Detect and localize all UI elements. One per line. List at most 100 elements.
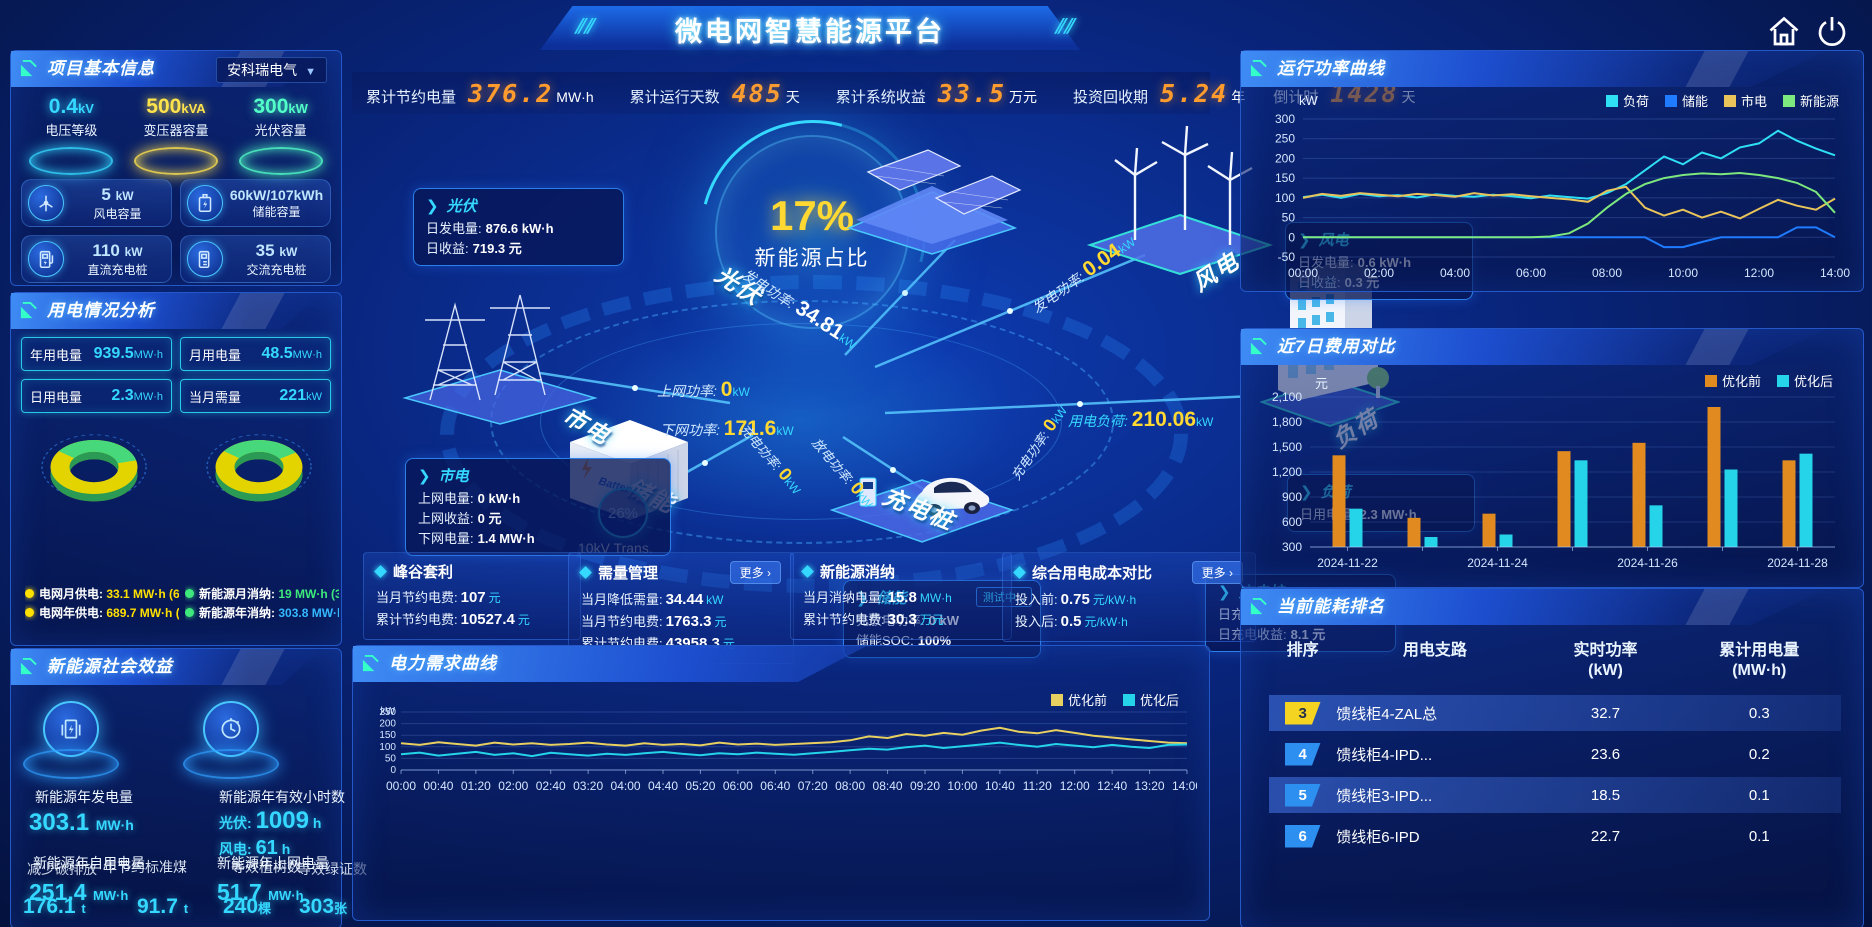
svg-text:150: 150 bbox=[1275, 171, 1295, 185]
pv-node-graphic bbox=[846, 149, 1022, 255]
capacity-card: 35 kW 交流充电桩 bbox=[180, 235, 331, 283]
legend-item: 负荷 bbox=[1605, 91, 1649, 110]
svg-text:07:20: 07:20 bbox=[798, 779, 828, 793]
certs-label: 等效绿证数 bbox=[297, 861, 367, 877]
capacity-card: 5 kW 风电容量 bbox=[21, 179, 172, 227]
certs-value: 303张 bbox=[299, 895, 348, 918]
table-row[interactable]: 5 馈线柜3-IPD... 18.5 0.1 bbox=[1269, 777, 1841, 813]
svg-text:50: 50 bbox=[1282, 211, 1296, 225]
more-button[interactable]: 更多 › bbox=[729, 561, 781, 584]
donut-legend: 电网月供电: 33.1 MW·h (64%) 新能源月消纳: 19 MW·h (3… bbox=[25, 585, 339, 621]
table-row[interactable]: 4 馈线柜4-IPD... 23.6 0.2 bbox=[1269, 736, 1841, 772]
svg-text:250: 250 bbox=[379, 707, 396, 718]
table-row[interactable]: 6 馈线柜6-IPD 22.7 0.1 bbox=[1269, 818, 1841, 854]
co2-value: 176.1 t bbox=[23, 895, 86, 918]
svg-text:05:20: 05:20 bbox=[685, 779, 715, 793]
title-deco-left: ⫽⫽ bbox=[575, 16, 593, 38]
generation-pedestal bbox=[11, 701, 131, 779]
svg-text:kW: kW bbox=[381, 706, 396, 717]
gen-value: 303.1 MW·h bbox=[29, 809, 134, 836]
svg-text:10:00: 10:00 bbox=[947, 779, 977, 793]
svg-text:10:40: 10:40 bbox=[985, 779, 1015, 793]
donut-legend-item: 电网年供电: 689.7 MW·h (69%) bbox=[25, 604, 179, 621]
panel-title: 运行功率曲线 bbox=[1277, 59, 1385, 78]
panel-corner-icon bbox=[20, 59, 37, 77]
legend-item: 优化前 bbox=[1050, 690, 1107, 709]
svg-text:150: 150 bbox=[379, 730, 396, 741]
capacity-spotlight: 0.4kV 电压等级 bbox=[21, 95, 121, 175]
svg-text:09:20: 09:20 bbox=[910, 779, 940, 793]
svg-text:12:00: 12:00 bbox=[1060, 779, 1090, 793]
panel-corner-icon bbox=[20, 301, 37, 319]
legend-item: 储能 bbox=[1664, 91, 1708, 110]
benefit-stat-box: 综合用电成本对比 更多 › 投入前: 0.75 元/kW·h 投入后: 0.5 元/kW·h bbox=[1002, 552, 1256, 642]
dc-charger-icon bbox=[28, 241, 64, 277]
svg-text:08:00: 08:00 bbox=[1592, 266, 1622, 280]
trees-value: 240棵 bbox=[223, 895, 272, 918]
panel-corner-icon bbox=[1250, 337, 1267, 355]
y-axis-unit: 元 bbox=[1315, 376, 1329, 391]
y-axis-unit: kW bbox=[1299, 93, 1318, 108]
svg-text:-50: -50 bbox=[1278, 250, 1296, 264]
panel-corner-icon bbox=[1250, 597, 1267, 615]
legend-item: 优化后 bbox=[1776, 371, 1833, 390]
svg-text:00:00: 00:00 bbox=[386, 779, 416, 793]
svg-text:02:40: 02:40 bbox=[536, 779, 566, 793]
infobox-pv: ❯ 光伏 日发电量: 876.6 kW·h 日收益: 719.3 元 bbox=[413, 188, 624, 266]
svg-text:14:00: 14:00 bbox=[1820, 266, 1850, 280]
title-deco-right: ⫽⫽ bbox=[1055, 16, 1073, 38]
svg-text:50: 50 bbox=[385, 753, 397, 764]
chevron-down-icon: ▼ bbox=[305, 66, 316, 78]
coal-value: 91.7 t bbox=[137, 895, 189, 918]
svg-text:08:40: 08:40 bbox=[873, 779, 903, 793]
panel-energy-ranking: 当前能耗排名 排序 用电支路 实时功率 (kW) 累计用电量 (MW·h) 3 馈线柜4-… bbox=[1240, 588, 1864, 927]
renewable-share-value: 17% bbox=[769, 192, 855, 239]
panel-title: 近7日费用对比 bbox=[1277, 337, 1396, 356]
svg-text:1,800: 1,800 bbox=[1272, 415, 1302, 429]
benefit-stat-box: 新能源消纳 当月消纳电量: 15.8 MW·h 累计节约电费: 30.3 万元 bbox=[790, 552, 1012, 640]
self-use-label: 新能源年自用电量 bbox=[33, 855, 145, 871]
arrow-icon: ❯ bbox=[418, 468, 431, 485]
wind-turbine-icon bbox=[28, 185, 64, 221]
svg-text:04:00: 04:00 bbox=[1440, 266, 1470, 280]
svg-text:100: 100 bbox=[1275, 191, 1295, 205]
svg-text:2024-11-28: 2024-11-28 bbox=[1767, 556, 1828, 570]
panel-title: 用电情况分析 bbox=[47, 301, 155, 320]
svg-text:12:00: 12:00 bbox=[1744, 266, 1774, 280]
battery-icon bbox=[187, 185, 223, 221]
svg-text:04:40: 04:40 bbox=[648, 779, 678, 793]
svg-text:03:20: 03:20 bbox=[573, 779, 603, 793]
capacity-spotlights: 0.4kV 电压等级 500kVA 变压器容量 300kW 光伏容量 bbox=[19, 95, 333, 175]
svg-text:02:00: 02:00 bbox=[498, 779, 528, 793]
power-icon[interactable] bbox=[1814, 14, 1850, 50]
diamond-icon bbox=[801, 565, 814, 578]
panel-power-analysis: 用电情况分析 年用电量 939.5MW·h 月用电量 48.5MW·h 日用电量 2.3M… bbox=[10, 292, 342, 646]
svg-text:300: 300 bbox=[1275, 112, 1295, 126]
pv-hours: 光伏: 1009 h bbox=[219, 807, 322, 834]
power-stats: 年用电量 939.5MW·h 月用电量 48.5MW·h 日用电量 2.3MW·h 当月需量… bbox=[21, 337, 331, 413]
company-select[interactable]: 安科瑞电气 ▼ bbox=[216, 57, 327, 83]
svg-text:02:00: 02:00 bbox=[1364, 266, 1394, 280]
kpi-item: 累计系统收益 33.5 万元 bbox=[835, 78, 1038, 108]
svg-text:2024-11-24: 2024-11-24 bbox=[1467, 556, 1528, 570]
table-header: 排序 用电支路 实时功率 (kW) 累计用电量 (MW·h) bbox=[1286, 642, 1800, 679]
svg-text:06:00: 06:00 bbox=[723, 779, 753, 793]
table-row[interactable]: 3 馈线柜4-ZAL总 32.7 0.3 bbox=[1269, 695, 1841, 731]
svg-text:04:00: 04:00 bbox=[611, 779, 641, 793]
panel-social-benefit: 新能源社会效益 新能源年发电量 303.1 MW·h 新能源年有效小时数 光伏:… bbox=[10, 648, 367, 927]
energy-flow-lines bbox=[539, 239, 1240, 502]
more-button[interactable]: 更多 › bbox=[1191, 561, 1243, 584]
home-icon[interactable] bbox=[1766, 14, 1802, 50]
capacity-card: 110 kW 直流充电桩 bbox=[21, 235, 172, 283]
svg-text:1,500: 1,500 bbox=[1272, 440, 1302, 454]
demand-legend: 优化前 优化后 bbox=[1050, 690, 1179, 709]
svg-text:12:40: 12:40 bbox=[1097, 779, 1127, 793]
svg-text:08:00: 08:00 bbox=[835, 779, 865, 793]
diamond-icon bbox=[579, 566, 592, 579]
kpi-bar: 累计节约电量 376.2 MW·h 累计运行天数 485 天 累计系统收益 33.5 万元 投资回… bbox=[352, 72, 1415, 114]
svg-text:200: 200 bbox=[1275, 151, 1295, 165]
capacity-spotlight: 500kVA 变压器容量 bbox=[126, 95, 226, 175]
svg-text:600: 600 bbox=[1282, 515, 1302, 529]
